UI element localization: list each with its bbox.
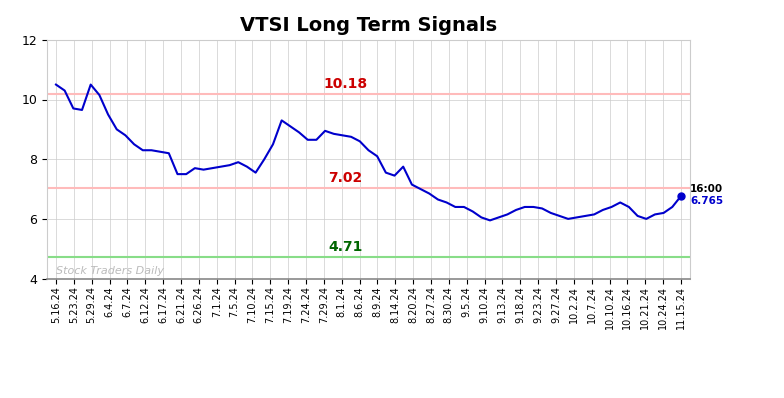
Title: VTSI Long Term Signals: VTSI Long Term Signals <box>240 16 497 35</box>
Text: Stock Traders Daily: Stock Traders Daily <box>56 266 165 276</box>
Text: 7.02: 7.02 <box>328 171 362 185</box>
Text: 16:00: 16:00 <box>690 185 723 195</box>
Text: 6.765: 6.765 <box>690 197 723 207</box>
Text: 10.18: 10.18 <box>323 76 368 91</box>
Text: 4.71: 4.71 <box>328 240 362 254</box>
